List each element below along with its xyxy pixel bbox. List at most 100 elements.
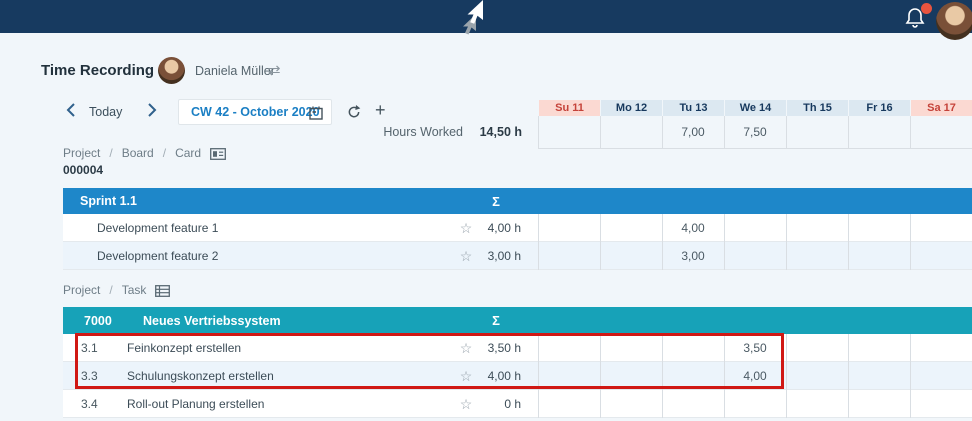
day-total — [848, 116, 910, 148]
star-icon[interactable]: ☆ — [459, 396, 473, 412]
row-total: 4,00 h — [487, 369, 521, 383]
day-header: Mo 12 — [600, 100, 662, 116]
week-selector[interactable]: CW 42 - October 2020 — [178, 99, 332, 125]
day-cell[interactable] — [600, 362, 662, 390]
day-cell[interactable] — [786, 214, 848, 242]
today-button[interactable]: Today — [89, 105, 123, 119]
table-row[interactable]: 3.3 Schulungskonzept erstellen ☆ 4,00 h … — [63, 362, 972, 390]
table-row[interactable]: Development feature 1 ☆ 4,00 h 4,00 — [63, 214, 972, 242]
day-cell[interactable] — [848, 390, 910, 418]
day-cell[interactable]: 4,00 — [743, 369, 767, 383]
day-totals-row: 7,00 7,50 — [538, 116, 972, 149]
breadcrumb-item-card[interactable]: Card — [175, 146, 202, 160]
table-header-title: Neues Vertriebssystem — [143, 313, 281, 328]
star-icon[interactable]: ☆ — [459, 368, 473, 384]
day-cell[interactable] — [910, 390, 972, 418]
day-cell[interactable] — [724, 214, 786, 242]
topbar — [0, 0, 972, 40]
day-cell[interactable] — [848, 242, 910, 270]
row-code: 3.4 — [81, 397, 98, 411]
day-header: We 14 — [724, 100, 786, 116]
day-cell[interactable] — [786, 362, 848, 390]
breadcrumb-separator: / — [109, 283, 113, 297]
day-cell[interactable] — [662, 362, 724, 390]
day-cell[interactable]: 3,00 — [681, 249, 705, 263]
day-cell[interactable] — [600, 214, 662, 242]
day-cell[interactable] — [910, 242, 972, 270]
notification-badge — [921, 3, 932, 14]
day-cells: 4,00 — [538, 214, 972, 242]
board-table: Sprint 1.1 Σ Development feature 1 ☆ 4,0… — [63, 188, 972, 270]
day-cell[interactable] — [910, 334, 972, 362]
hours-worked-value: 14,50 h — [479, 125, 522, 139]
task-list-icon[interactable] — [155, 284, 171, 297]
row-label: Feinkonzept erstellen — [127, 341, 242, 355]
day-cell[interactable]: 3,50 — [743, 341, 767, 355]
table-row[interactable]: 3.1 Feinkonzept erstellen ☆ 3,50 h 3,50 — [63, 334, 972, 362]
row-total: 4,00 h — [487, 221, 521, 235]
day-cell[interactable] — [538, 242, 600, 270]
breadcrumb-board: Project / Board / Card — [63, 146, 227, 160]
sigma-column-header: Σ — [492, 313, 500, 328]
day-cell[interactable] — [848, 214, 910, 242]
day-cell[interactable] — [600, 390, 662, 418]
add-entry-button[interactable]: + — [375, 100, 386, 120]
hours-worked-label: Hours Worked — [383, 125, 463, 139]
day-cell[interactable]: 4,00 — [681, 221, 705, 235]
row-total: 3,50 h — [487, 341, 521, 355]
table-header-title: Sprint 1.1 — [80, 194, 137, 208]
day-cell[interactable] — [724, 242, 786, 270]
day-cell[interactable] — [724, 390, 786, 418]
notifications-bell-icon[interactable] — [903, 6, 927, 30]
day-cells: 4,00 — [538, 362, 972, 390]
breadcrumb-separator: / — [162, 146, 167, 160]
day-cell[interactable] — [662, 334, 724, 362]
day-cell[interactable] — [786, 390, 848, 418]
chevron-right-icon[interactable] — [147, 103, 157, 117]
day-cell[interactable] — [600, 242, 662, 270]
day-cell[interactable] — [662, 390, 724, 418]
breadcrumb-item-board[interactable]: Board — [121, 146, 154, 160]
row-label: Roll-out Planung erstellen — [127, 397, 265, 411]
task-table-header: 7000 Neues Vertriebssystem Σ — [63, 307, 972, 334]
day-cell[interactable] — [600, 334, 662, 362]
day-header: Fr 16 — [848, 100, 910, 116]
switch-user-icon[interactable]: ⇄ — [268, 62, 281, 79]
card-view-icon[interactable] — [210, 147, 227, 160]
day-cell[interactable] — [538, 334, 600, 362]
breadcrumb-item-project[interactable]: Project — [63, 283, 101, 297]
table-row[interactable]: Development feature 2 ☆ 3,00 h 3,00 — [63, 242, 972, 270]
star-icon[interactable]: ☆ — [459, 340, 473, 356]
row-total: 0 h — [504, 397, 521, 411]
profile-avatar[interactable] — [936, 2, 972, 40]
day-cells: 3,00 — [538, 242, 972, 270]
day-cell[interactable] — [538, 390, 600, 418]
day-total — [538, 116, 600, 148]
day-total: 7,00 — [681, 125, 705, 139]
day-cell[interactable] — [538, 362, 600, 390]
day-header: Th 15 — [786, 100, 848, 116]
day-cell[interactable] — [910, 362, 972, 390]
star-icon[interactable]: ☆ — [459, 248, 473, 264]
calendar-icon — [309, 106, 323, 120]
page-title: Time Recording — [41, 62, 155, 79]
chevron-left-icon[interactable] — [66, 103, 76, 117]
day-header: Su 11 — [538, 100, 600, 116]
day-cell[interactable] — [848, 334, 910, 362]
day-cell[interactable] — [786, 334, 848, 362]
day-cell[interactable] — [910, 214, 972, 242]
day-cell[interactable] — [786, 242, 848, 270]
star-icon[interactable]: ☆ — [459, 220, 473, 236]
user-avatar — [158, 57, 185, 84]
user-name: Daniela Müller — [195, 64, 275, 78]
day-cells — [538, 390, 972, 418]
day-cell[interactable] — [538, 214, 600, 242]
refresh-sync-icon[interactable] — [346, 104, 362, 120]
day-total — [910, 116, 972, 148]
table-header-code: 7000 — [84, 313, 112, 328]
day-cell[interactable] — [848, 362, 910, 390]
table-row[interactable]: 3.4 Roll-out Planung erstellen ☆ 0 h — [63, 390, 972, 418]
breadcrumb-item-task[interactable]: Task — [121, 283, 147, 297]
breadcrumb-item-project[interactable]: Project — [63, 146, 101, 160]
